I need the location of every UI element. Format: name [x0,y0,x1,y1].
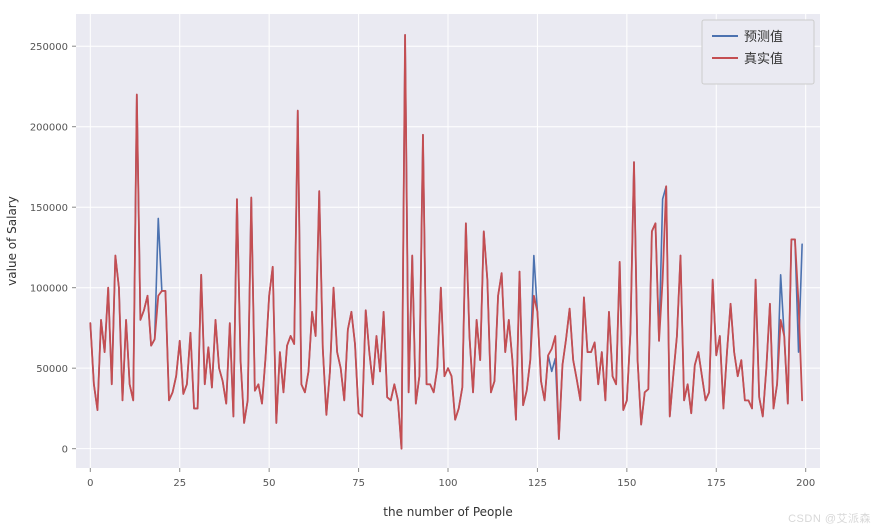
x-tick-label: 0 [87,478,93,489]
legend: 预测值真实值 [702,20,814,84]
legend-item-label: 预测值 [744,29,783,44]
line-chart: 0 25 50 75 100 125 150 175 200 0 50000 100000 150000… [0,0,877,530]
watermark: CSDN @艾派森 [788,510,871,526]
x-tick-label: 50 [263,478,276,489]
x-tick-label: 125 [528,478,547,489]
y-tick-label: 250000 [30,42,68,53]
x-tick-label: 100 [438,478,457,489]
x-tick-label: 150 [617,478,636,489]
x-tick-label: 175 [707,478,726,489]
y-tick-label: 200000 [30,123,68,134]
x-axis-label: the number of People [383,505,512,519]
y-tick-label: 0 [62,445,68,456]
y-tick-label: 100000 [30,284,68,295]
legend-item-label: 真实值 [744,51,783,66]
x-tick-label: 75 [352,478,365,489]
y-axis-label: value of Salary [5,196,19,286]
y-tick-label: 150000 [30,203,68,214]
x-tick-label: 200 [796,478,815,489]
y-tick-label: 50000 [36,364,68,375]
x-tick-label: 25 [173,478,186,489]
